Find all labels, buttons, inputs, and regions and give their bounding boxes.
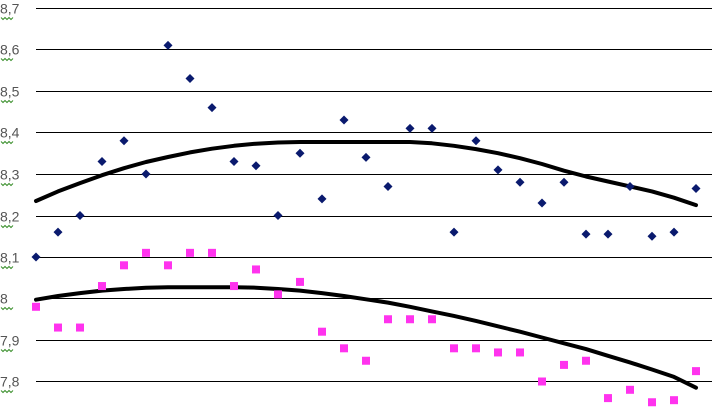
- square-point: [252, 265, 260, 274]
- diamond-point: [427, 123, 437, 133]
- square-point: [296, 277, 304, 286]
- data-points: [31, 40, 701, 407]
- diamond-point: [207, 103, 217, 113]
- tick-underline: [0, 306, 14, 311]
- tick-underline: [0, 389, 14, 394]
- diamond-point: [691, 184, 701, 194]
- diamond-point: [405, 123, 415, 133]
- diamond-point: [559, 177, 569, 187]
- square-point: [648, 398, 656, 407]
- diamond-point: [251, 161, 261, 171]
- diamond-point: [97, 157, 107, 167]
- diamond-point: [229, 157, 239, 167]
- square-point: [186, 248, 194, 257]
- diamond-point: [339, 115, 349, 125]
- y-tick-label: 8,1: [0, 250, 20, 266]
- tick-underline: [0, 348, 14, 353]
- square-point: [230, 282, 238, 291]
- diamond-point: [625, 181, 635, 191]
- diamond-point: [647, 231, 657, 241]
- y-tick-label: 8,2: [0, 209, 20, 225]
- y-tick-label: 7,9: [0, 333, 20, 349]
- diamond-point: [295, 148, 305, 158]
- square-point: [98, 282, 106, 291]
- tick-underline: [0, 99, 14, 104]
- square-point: [32, 302, 40, 311]
- square-point: [54, 323, 62, 332]
- diamond-point: [53, 227, 63, 237]
- square-point: [406, 315, 414, 324]
- square-point: [76, 323, 84, 332]
- tick-underline: [0, 224, 14, 229]
- tick-underline: [0, 140, 14, 145]
- diamond-point: [515, 177, 525, 187]
- diamond-point: [471, 136, 481, 146]
- diamond-point: [581, 229, 591, 239]
- tick-underline: [0, 57, 14, 62]
- square-point: [318, 327, 326, 336]
- trend-line: [34, 140, 698, 208]
- y-tick-label: 8,5: [0, 84, 20, 100]
- square-point: [450, 344, 458, 353]
- square-point: [120, 261, 128, 270]
- grid-lines: [36, 8, 712, 382]
- square-point: [472, 344, 480, 353]
- square-point: [626, 385, 634, 394]
- square-point: [274, 290, 282, 299]
- tick-underline: [0, 265, 14, 270]
- square-point: [340, 344, 348, 353]
- square-point: [516, 348, 524, 357]
- tick-underline: [0, 182, 14, 187]
- y-tick-label: 8,6: [0, 42, 20, 58]
- square-point: [142, 248, 150, 257]
- square-point: [692, 367, 700, 376]
- trend-line: [34, 285, 698, 390]
- square-point: [428, 315, 436, 324]
- square-point: [384, 315, 392, 324]
- square-point: [494, 348, 502, 357]
- y-tick-label: 8,7: [0, 1, 20, 17]
- diamond-point: [31, 252, 41, 262]
- square-point: [670, 396, 678, 405]
- y-tick-label: 8,4: [0, 125, 20, 141]
- diamond-point: [603, 229, 613, 239]
- diamond-point: [537, 198, 547, 208]
- y-axis: 8,7 8,6 8,5 8,4 8,3 8,2 8,1 8 7,9 7,8: [0, 1, 20, 394]
- diamond-point: [119, 136, 129, 146]
- y-tick-label: 7,8: [0, 374, 20, 390]
- diamond-point: [141, 169, 151, 179]
- diamond-point: [185, 74, 195, 84]
- square-point: [538, 377, 546, 386]
- diamond-point: [75, 211, 85, 220]
- square-point: [362, 356, 370, 365]
- diamond-point: [493, 165, 503, 175]
- y-tick-label: 8: [0, 291, 8, 307]
- diamond-point: [361, 152, 371, 162]
- diamond-point: [449, 227, 459, 237]
- diamond-point: [317, 194, 327, 204]
- diamond-point: [163, 40, 173, 50]
- tick-underline: [0, 16, 14, 21]
- square-point: [582, 356, 590, 365]
- diamond-point: [273, 211, 283, 220]
- square-point: [208, 248, 216, 257]
- diamond-point: [383, 181, 393, 191]
- square-point: [604, 394, 612, 403]
- diamond-point: [669, 227, 679, 237]
- trend-lines: [34, 140, 698, 390]
- square-point: [164, 261, 172, 270]
- y-tick-label: 8,3: [0, 167, 20, 183]
- square-point: [560, 360, 568, 369]
